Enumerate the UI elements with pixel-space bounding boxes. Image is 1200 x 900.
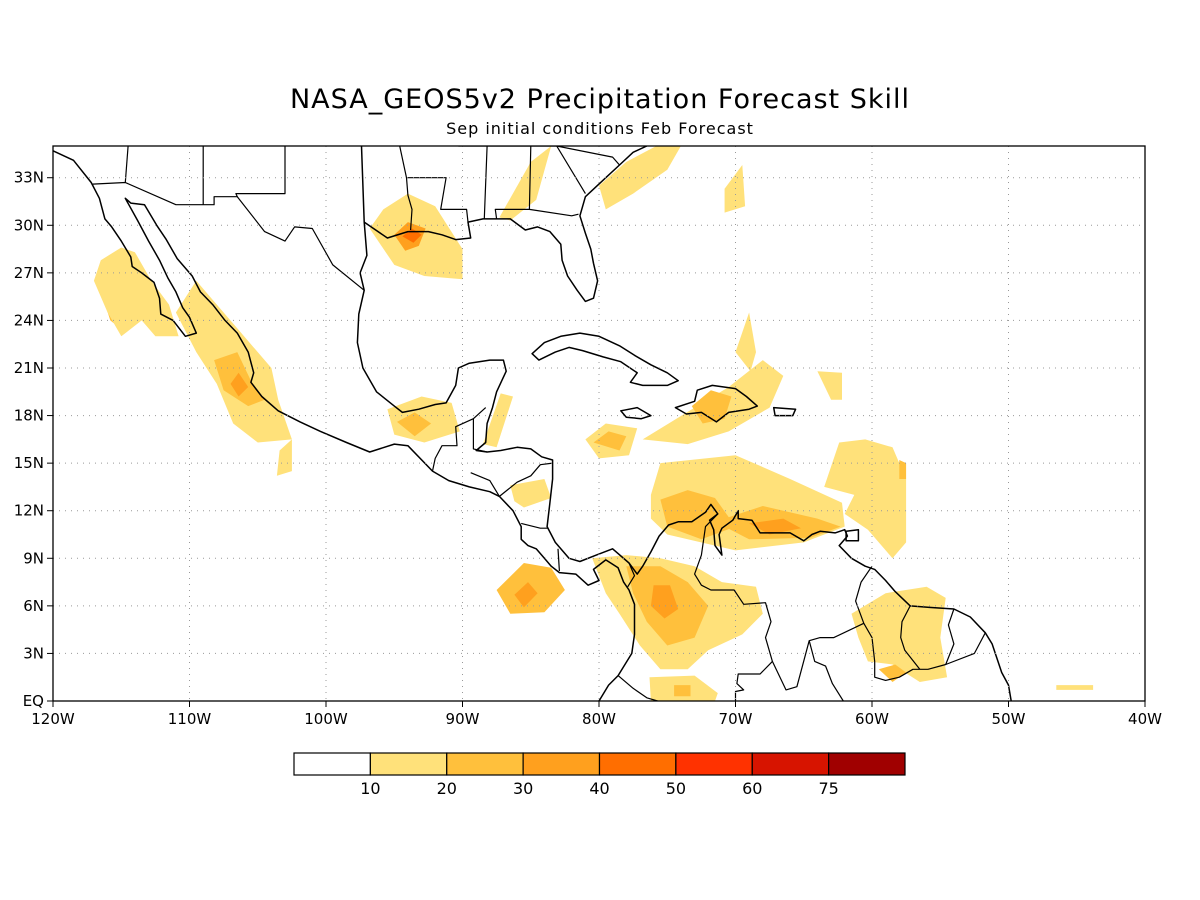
colorbar-label: 40: [589, 779, 609, 798]
coastline-layer: [53, 146, 1012, 701]
lon-tick-label: 120W: [31, 710, 75, 728]
skill-region-lesser-antilles: [817, 371, 842, 400]
coastline-us-states-6: [458, 146, 488, 219]
coastline-venezuela-guyana-border: [808, 565, 873, 701]
lat-tick-label: 9N: [23, 549, 44, 567]
map-title: NASA_GEOS5v2 Precipitation Forecast Skil…: [289, 84, 911, 115]
skill-region-nicaragua: [510, 479, 552, 508]
coastline-trinidad: [845, 528, 860, 542]
coastline-costa-rica-borders: [521, 522, 549, 529]
coastline-colombia-venezuela-border: [693, 513, 774, 701]
skill-region-colombia: [650, 585, 679, 619]
coastline-gulf-and-caribbean-coast: [356, 146, 1012, 701]
skill-region-costa-rica-pacific: [514, 582, 538, 608]
lon-tick-label: 40W: [1128, 710, 1162, 728]
coastline-us-states-5: [406, 177, 469, 223]
lat-tick-label: 12N: [14, 502, 44, 520]
skill-region-guiana: [851, 586, 948, 682]
skill-region-southeast-us-coast: [599, 146, 681, 210]
skill-region-baja-california: [93, 247, 179, 337]
coastline-panama-border: [557, 548, 560, 572]
lat-tick-label: 33N: [14, 169, 44, 187]
lon-tick-label: 50W: [992, 710, 1026, 728]
lat-tick-label: 15N: [14, 454, 44, 472]
lat-tick-label: 18N: [14, 407, 44, 425]
colorbar-label: 50: [666, 779, 686, 798]
lat-tick-label: 6N: [23, 597, 44, 615]
colorbar-swatch: [828, 752, 906, 776]
colorbar-swatch: [598, 752, 677, 776]
skill-region-yucatan: [483, 393, 513, 448]
lat-tick-label: 30N: [14, 216, 44, 234]
colorbar: 10 20 30 40 50 60 75: [293, 752, 906, 798]
coastline-guatemala-belize: [472, 418, 488, 453]
skill-region-windward-islands: [824, 439, 907, 559]
coastline-brazil-venezuela-border: [771, 640, 810, 691]
colorbar-label: 20: [437, 779, 457, 798]
skill-region-windward-islands: [899, 460, 907, 479]
coastline-colombia-panama-border: [627, 562, 636, 588]
skill-region-caribbean-central: [660, 490, 736, 540]
skill-region-atlantic: [724, 165, 746, 213]
skill-region-brazil-north: [674, 685, 691, 697]
coastline-north-america-west-coast: [53, 150, 636, 701]
skill-region-south-atlantic: [1056, 685, 1094, 690]
colorbar-swatch: [369, 752, 448, 776]
skill-region-venezuela-north: [749, 518, 801, 535]
coastline-us-states: [124, 146, 129, 183]
coastline-guyana-suriname-border: [863, 608, 955, 682]
map-frame: [52, 145, 1146, 702]
lon-tick-label: 90W: [446, 710, 480, 728]
colorbar-label: 10: [360, 779, 380, 798]
skill-region-southeast-us: [499, 146, 552, 221]
coastline-hispaniola: [674, 384, 759, 423]
lat-tick-label: 27N: [14, 264, 44, 282]
lon-tick-label: 80W: [582, 710, 616, 728]
skill-region-bay-of-campeche: [397, 412, 432, 437]
colorbar-swatch: [446, 752, 524, 776]
coastline-us-gulf-coast: [363, 146, 648, 303]
map-subtitle: Sep initial conditions Feb Forecast: [446, 119, 754, 138]
coastline-us-mexico-border: [92, 181, 365, 291]
lon-tick-label: 70W: [719, 710, 753, 728]
lat-tick-label: 21N: [14, 359, 44, 377]
skill-region-puerto-rico: [735, 312, 756, 372]
colorbar-label: 60: [742, 779, 762, 798]
colorbar-swatch: [751, 752, 830, 776]
skill-region-western-mexico-coast: [276, 439, 292, 476]
lon-tick-label: 60W: [855, 710, 889, 728]
coastline-us-states-8: [529, 208, 579, 217]
lon-tick-label: 110W: [168, 710, 212, 728]
lon-tick-label: 100W: [304, 710, 348, 728]
coastline-honduras-borders: [470, 472, 500, 497]
colorbar-label: 75: [818, 779, 838, 798]
skill-region-western-mexico: [230, 372, 249, 397]
gridline-layer: [53, 146, 1145, 701]
coastline-ecuador-colombia-border: [617, 675, 660, 701]
coastline-french-guiana-border: [945, 632, 986, 666]
skill-region-guiana: [878, 664, 907, 682]
colorbar-swatch: [522, 752, 601, 776]
lat-tick-label: EQ: [23, 692, 44, 710]
lat-tick-label: 24N: [14, 311, 44, 329]
axis-ticks: 120W 110W 100W 90W 80W 70W 60W 50W 40W 33N 30N 27N 2…: [14, 169, 1162, 728]
colorbar-swatch: [675, 752, 753, 776]
coastline-us-states-3: [235, 146, 286, 197]
skill-shading-layer: [93, 146, 1094, 701]
coastline-nicaragua-borders: [499, 462, 553, 497]
coastline-jamaica: [620, 406, 652, 420]
colorbar-label: 30: [513, 779, 533, 798]
skill-region-jamaica: [593, 431, 627, 451]
lat-tick-label: 3N: [23, 644, 44, 662]
coastline-us-states-4: [399, 146, 413, 231]
coastline-puerto-rico: [772, 406, 797, 417]
coastline-us-states-10: [556, 146, 620, 166]
coastline-suriname-border: [900, 605, 921, 670]
coastline-cuba: [531, 332, 679, 387]
colorbar-swatch: [293, 752, 371, 776]
